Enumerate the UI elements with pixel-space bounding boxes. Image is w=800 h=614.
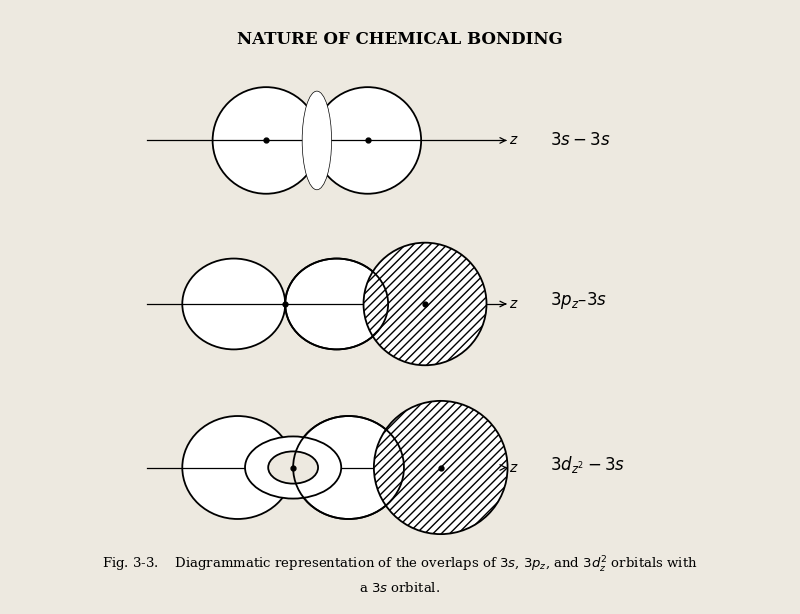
Ellipse shape [286, 258, 388, 349]
Ellipse shape [182, 416, 293, 519]
Text: $z$: $z$ [510, 133, 519, 147]
Ellipse shape [245, 437, 342, 499]
Text: $3s-3s$: $3s-3s$ [550, 132, 611, 149]
Ellipse shape [182, 258, 286, 349]
Ellipse shape [363, 243, 486, 365]
Ellipse shape [302, 91, 331, 190]
Ellipse shape [374, 401, 507, 534]
Text: $3p_z–3s$: $3p_z–3s$ [550, 290, 607, 311]
Text: $3d_{z^2}-3s$: $3d_{z^2}-3s$ [550, 454, 626, 475]
Text: a $3s$ orbital.: a $3s$ orbital. [359, 581, 441, 595]
Text: $z$: $z$ [510, 297, 519, 311]
Text: Fig. 3-3.    Diagrammatic representation of the overlaps of $3s$, $3p_z$, and $3: Fig. 3-3. Diagrammatic representation of… [102, 554, 698, 575]
Ellipse shape [268, 451, 318, 484]
Ellipse shape [314, 87, 421, 194]
Ellipse shape [293, 416, 404, 519]
Ellipse shape [213, 87, 319, 194]
Text: $z$: $z$ [510, 460, 519, 475]
Text: NATURE OF CHEMICAL BONDING: NATURE OF CHEMICAL BONDING [237, 31, 563, 49]
